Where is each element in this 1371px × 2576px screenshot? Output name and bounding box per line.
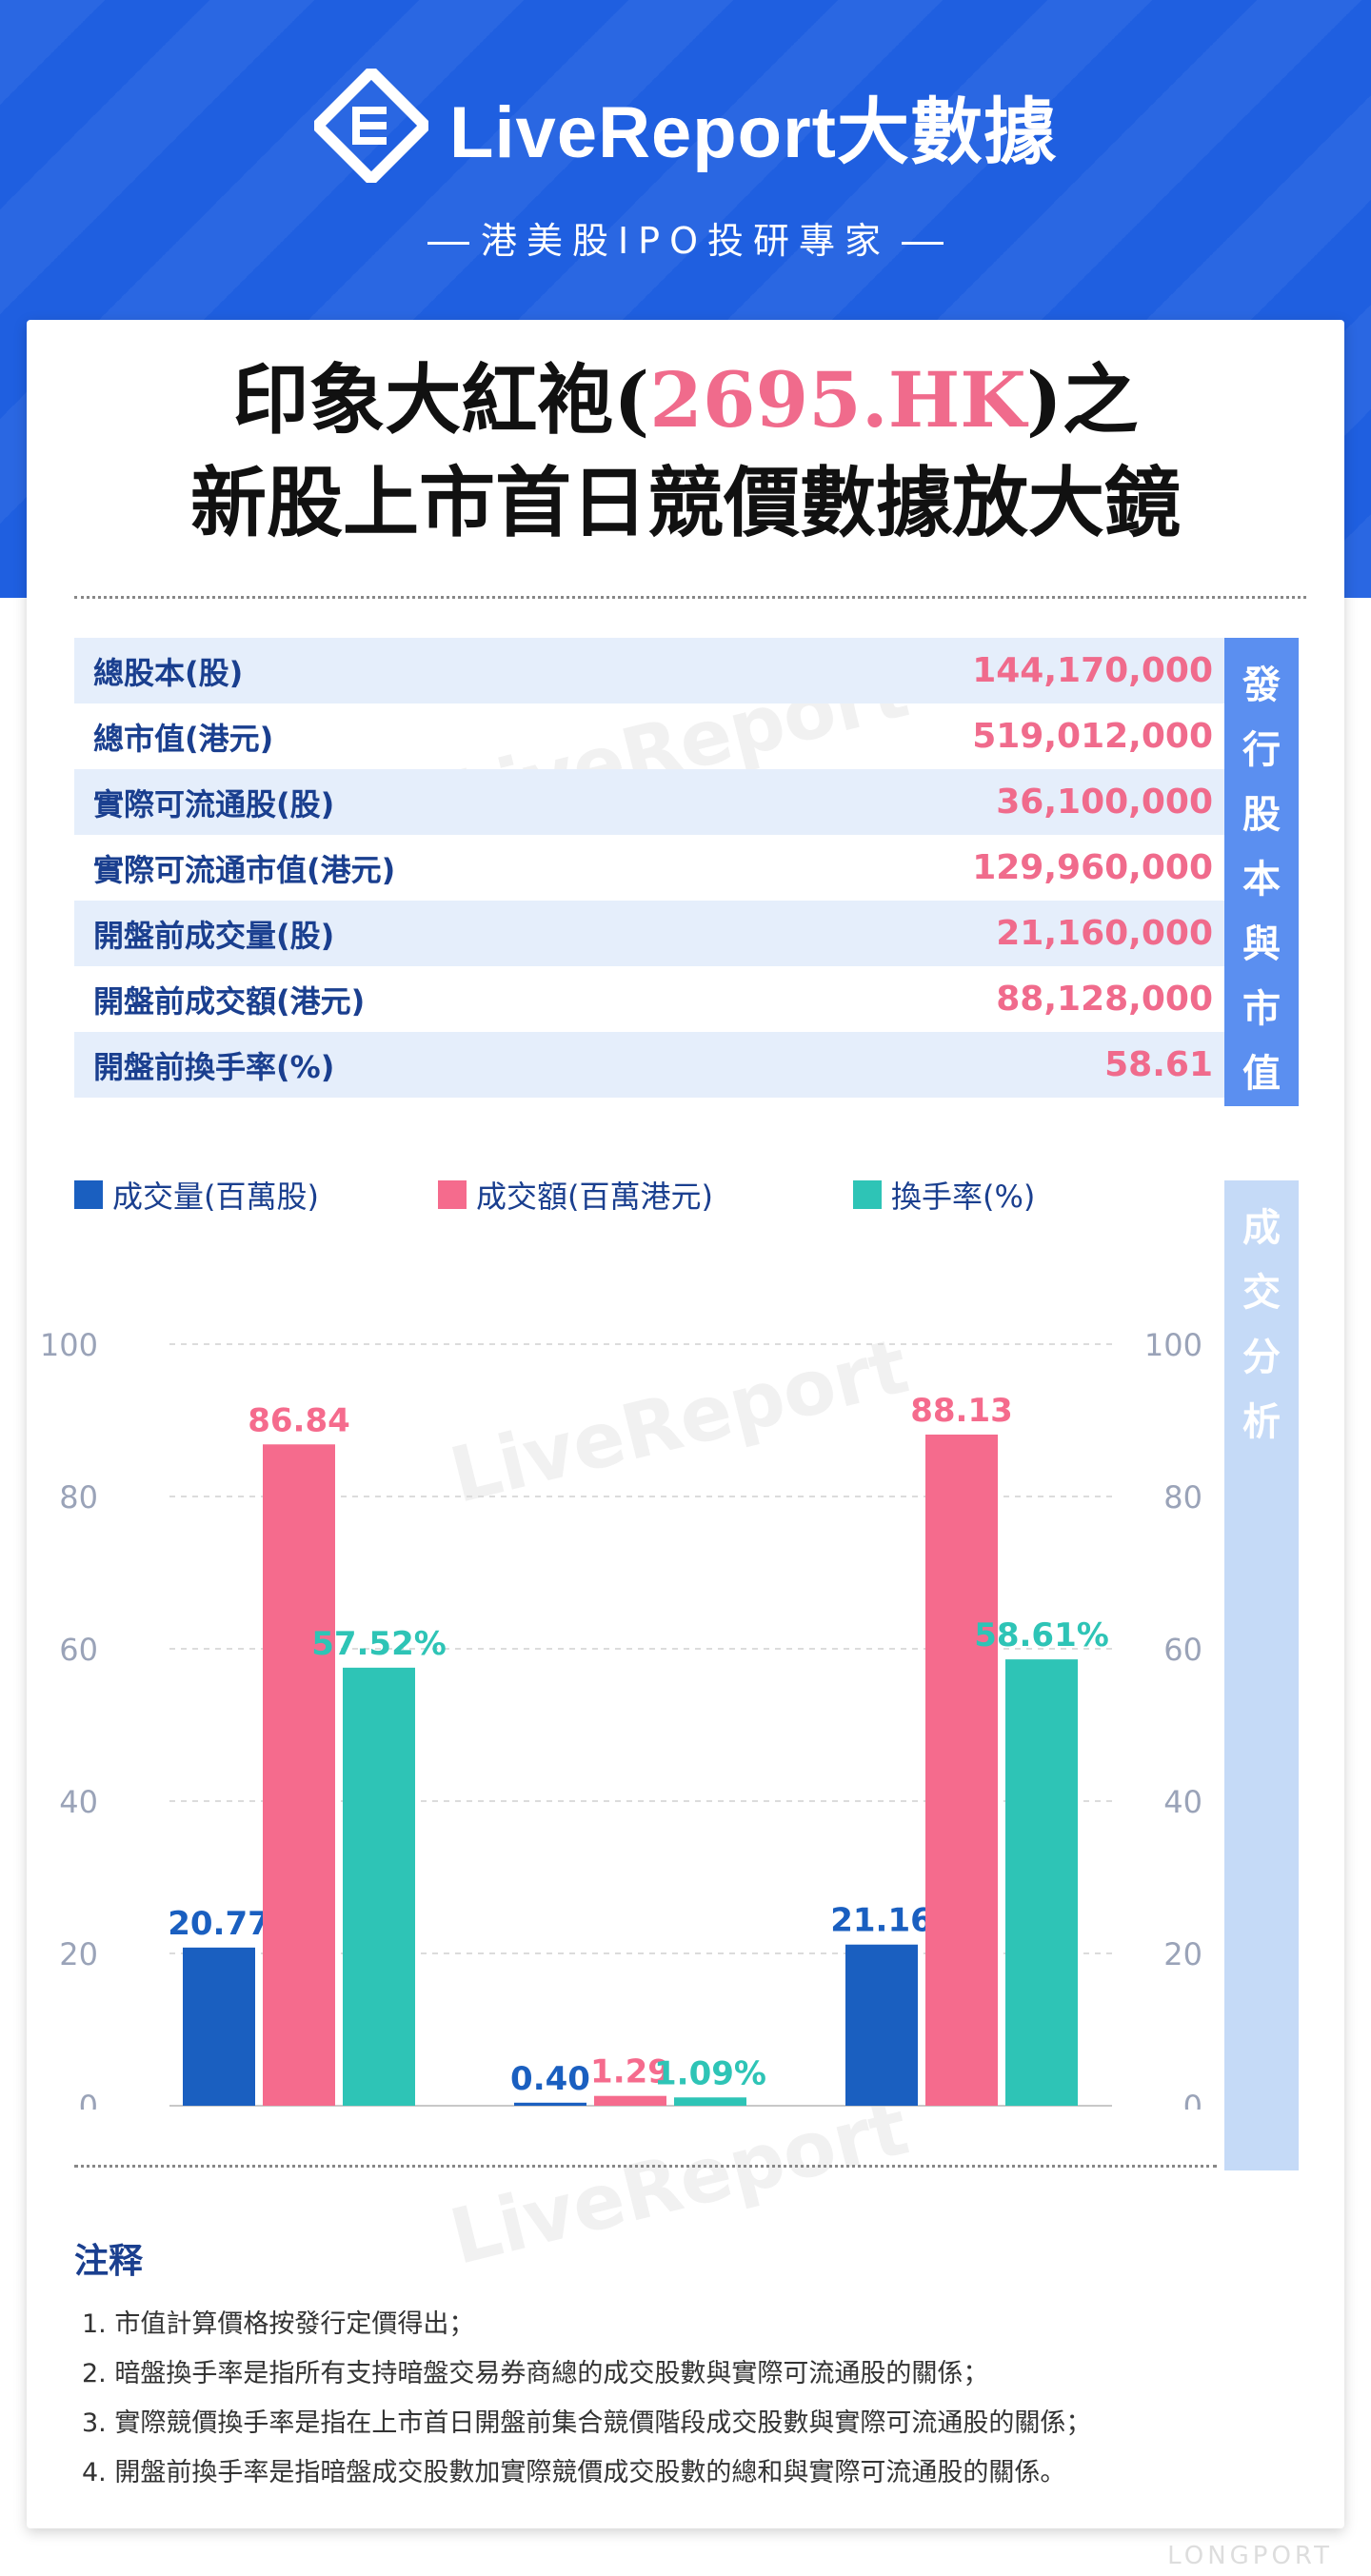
data-label: 21.16: [830, 1902, 933, 1940]
info-label: 實際可流通股(股): [93, 785, 335, 822]
info-row: 總股本(股) 144,170,000: [74, 638, 1232, 703]
y-tick-label-right: 80: [1163, 1479, 1202, 1516]
info-value: 36,100,000: [996, 783, 1213, 822]
info-label: 開盤前成交額(港元): [93, 982, 366, 1020]
legend-swatch: [438, 1180, 467, 1209]
notes-title: 注释: [74, 2242, 144, 2281]
tagline-text: 港美股IPO投研專家: [480, 220, 891, 262]
info-row: 總市值(港元) 519,012,000: [74, 703, 1232, 769]
info-label: 開盤前換手率(%): [93, 1048, 335, 1085]
brand-name: LiveReport大數據: [449, 92, 1057, 173]
data-label: 1.09%: [654, 2054, 766, 2092]
bar: [845, 1944, 918, 2106]
info-value: 88,128,000: [996, 980, 1213, 1019]
y-tick-label-left: 100: [40, 1327, 98, 1363]
tab-char: 交: [1242, 1271, 1281, 1315]
tagline-rule-right: [902, 242, 944, 245]
title-line-2: 新股上市首日競價數據放大鏡: [190, 458, 1181, 547]
tab-char: 股: [1242, 793, 1281, 837]
tab-char: 成: [1242, 1206, 1281, 1250]
legend-swatch: [853, 1180, 882, 1209]
tab-char: 與: [1242, 922, 1281, 966]
legend-item-volume: 成交量(百萬股): [74, 1173, 319, 1217]
tab-char: 值: [1242, 1052, 1281, 1096]
page-title: 印象大紅袍(2695.HK)之 新股上市首日競價數據放大鏡: [27, 348, 1344, 554]
livereport-logo-icon: [314, 69, 429, 183]
data-label: 88.13: [910, 1392, 1013, 1430]
data-label: 1.29: [590, 2053, 670, 2091]
y-tick-label-right: 40: [1163, 1784, 1202, 1820]
bar: [183, 1947, 255, 2106]
title-suffix: )之: [1025, 355, 1139, 445]
y-tick-label-left: 40: [59, 1784, 98, 1820]
data-label: 86.84: [248, 1401, 350, 1439]
tab-char: 發: [1242, 664, 1281, 707]
bar: [514, 2102, 586, 2106]
divider: [74, 596, 1306, 599]
info-value: 519,012,000: [972, 717, 1213, 756]
chart-legend: 成交量(百萬股) 成交額(百萬港元) 換手率(%): [74, 1173, 1198, 1220]
bar: [594, 2095, 666, 2106]
note-item: 1. 市值計算價格按發行定價得出；: [82, 2309, 475, 2339]
info-row: 開盤前換手率(%) 58.61: [74, 1032, 1232, 1098]
legend-label: 換手率(%): [891, 1179, 1036, 1215]
info-table: 總股本(股) 144,170,000 總市值(港元) 519,012,000 實…: [74, 638, 1232, 1098]
y-tick-label-right: 0: [1183, 2089, 1202, 2110]
footer-mark: LONGPORT: [1167, 2542, 1333, 2570]
info-value: 58.61: [1104, 1045, 1213, 1084]
bar-chart: 0 0 20 20 40 40 60 60 80 80 100 100 20.77 86.84 57.52%…: [40, 1327, 1202, 2110]
y-tick-label-right: 20: [1163, 1936, 1202, 1972]
stock-code: 2695.HK: [649, 355, 1026, 445]
tab-char: 行: [1242, 728, 1281, 772]
info-row: 實際可流通市值(港元) 129,960,000: [74, 835, 1232, 901]
note-item: 4. 開盤前換手率是指暗盤成交股數加實際競價成交股數的總和與實際可流通股的關係。: [82, 2458, 1066, 2487]
issue-info-tab: 發 行 股 本 與 市 值: [1224, 638, 1299, 1106]
data-label: 20.77: [168, 1905, 270, 1943]
tab-char: 本: [1242, 858, 1281, 902]
legend-item-turnover-amount: 成交額(百萬港元): [438, 1173, 713, 1217]
bar: [1005, 1659, 1078, 2106]
legend-swatch: [74, 1180, 103, 1209]
notes: 注释 1. 市值計算價格按發行定價得出； 2. 暗盤換手率是指所有支持暗盤交易券…: [74, 2233, 1306, 2498]
y-tick-label-left: 0: [79, 2089, 98, 2110]
bar: [674, 2097, 746, 2106]
data-label: 58.61%: [974, 1616, 1109, 1655]
info-value: 129,960,000: [972, 848, 1213, 887]
data-label: 57.52%: [311, 1625, 447, 1663]
info-value: 144,170,000: [972, 651, 1213, 690]
title-prefix: 印象大紅袍(: [232, 355, 650, 445]
legend-label: 成交額(百萬港元): [476, 1179, 713, 1215]
info-label: 總股本(股): [93, 654, 244, 691]
divider: [74, 2165, 1217, 2168]
info-row: 開盤前成交額(港元) 88,128,000: [74, 966, 1232, 1032]
tagline-rule-left: [427, 242, 469, 245]
data-label: 0.40: [510, 2060, 590, 2098]
y-tick-label-right: 100: [1144, 1327, 1202, 1363]
brand: LiveReport大數據: [0, 59, 1371, 192]
info-row: 開盤前成交量(股) 21,160,000: [74, 901, 1232, 966]
legend-item-turnover-rate: 換手率(%): [853, 1173, 1035, 1217]
info-value: 21,160,000: [996, 914, 1213, 953]
tab-char: 市: [1242, 987, 1281, 1031]
y-tick-label-right: 60: [1163, 1632, 1202, 1668]
note-item: 3. 實際競價換手率是指在上市首日開盤前集合競價階段成交股數與實際可流通股的關係…: [82, 2408, 1092, 2438]
legend-label: 成交量(百萬股): [112, 1179, 319, 1215]
y-tick-label-left: 20: [59, 1936, 98, 1972]
analysis-tab: 成 交 分 析: [1224, 1180, 1299, 2170]
tab-char: 析: [1242, 1400, 1281, 1444]
info-label: 實際可流通市值(港元): [93, 851, 396, 888]
bar: [263, 1444, 335, 2106]
info-label: 總市值(港元): [93, 720, 274, 757]
brand-tagline: 港美股IPO投研專家: [0, 211, 1371, 264]
tab-char: 分: [1242, 1336, 1281, 1379]
y-tick-label-left: 60: [59, 1632, 98, 1668]
note-item: 2. 暗盤換手率是指所有支持暗盤交易券商總的成交股數與實際可流通股的關係；: [82, 2359, 989, 2388]
bar: [925, 1434, 998, 2106]
content-card: LiveReport LiveReport LiveReport 印象大紅袍(2…: [27, 320, 1344, 2528]
y-tick-label-left: 80: [59, 1479, 98, 1516]
info-label: 開盤前成交量(股): [93, 917, 335, 954]
title-line-1: 印象大紅袍(2695.HK)之: [27, 348, 1344, 451]
info-row: 實際可流通股(股) 36,100,000: [74, 769, 1232, 835]
bar: [343, 1667, 415, 2106]
